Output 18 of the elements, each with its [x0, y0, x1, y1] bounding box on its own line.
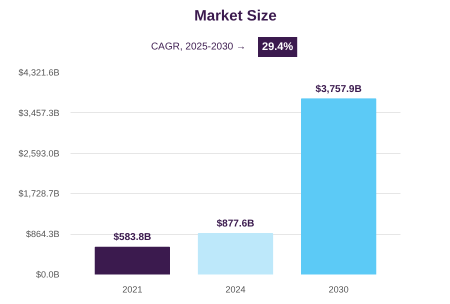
x-tick-label: 2024: [225, 284, 246, 294]
y-tick-label: $4,321.6B: [18, 68, 60, 78]
x-tick-label: 2021: [122, 284, 142, 294]
text: CAGR, 2025-2030 →: [150, 42, 246, 52]
y-tick-label: $0.0B: [36, 270, 60, 280]
y-tick-label: $2,593.0B: [18, 148, 60, 158]
text: 29.4%: [262, 41, 294, 53]
chart-title: Market Size: [194, 8, 277, 24]
y-tick-label: $1,728.7B: [18, 188, 60, 199]
data-label: $877.6B: [216, 218, 254, 230]
x-tick-label: 2030: [328, 284, 349, 294]
y-tick-label: $864.3B: [26, 229, 60, 240]
bar: [198, 232, 274, 274]
data-label: $583.8B: [113, 232, 152, 244]
bar: [94, 246, 170, 274]
data-label: $3,757.9B: [316, 84, 362, 95]
y-tick-label: $3,457.3B: [18, 108, 60, 118]
bar: [301, 98, 376, 274]
